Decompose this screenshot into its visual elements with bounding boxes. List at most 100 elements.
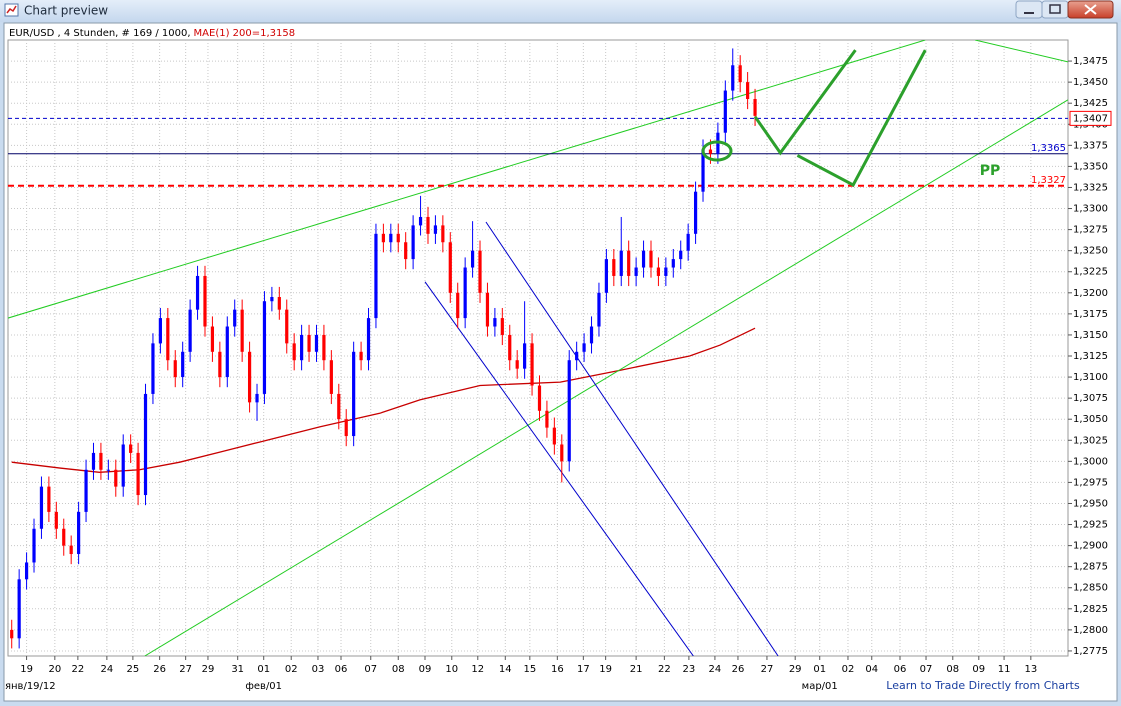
y-tick-label: 1,3225 xyxy=(1073,267,1108,278)
candle-body xyxy=(463,267,467,319)
candle-body xyxy=(277,297,281,310)
title-bar xyxy=(0,0,1121,22)
y-tick-label: 1,3100 xyxy=(1073,372,1108,383)
x-tick-label: 02 xyxy=(842,664,855,675)
candle-body xyxy=(195,275,200,310)
candle-body xyxy=(69,545,73,555)
x-tick-label: 16 xyxy=(551,664,564,675)
header-text: EUR/USD , 4 Stunden, # 169 / 1000, xyxy=(9,28,191,39)
app-icon-line xyxy=(6,5,17,14)
trend-line xyxy=(485,221,779,656)
candle-body xyxy=(344,419,348,437)
candle-body xyxy=(589,326,594,344)
candle-body xyxy=(582,343,586,352)
y-tick-label: 1,3475 xyxy=(1073,56,1108,67)
candle-body xyxy=(240,309,244,352)
maximize-icon xyxy=(1049,4,1061,14)
candle-body xyxy=(634,267,638,276)
x-tick-label: 17 xyxy=(577,664,590,675)
y-tick-label: 1,3025 xyxy=(1073,435,1108,446)
candle-body xyxy=(188,309,192,352)
candle-body xyxy=(114,469,118,487)
candle-body xyxy=(575,351,579,361)
x-period-label: фев/01 xyxy=(245,681,282,692)
candle-body xyxy=(567,360,571,462)
candle-body xyxy=(731,65,735,91)
x-tick-label: 23 xyxy=(683,664,696,675)
forecast-path xyxy=(796,49,927,187)
x-tick-label: 01 xyxy=(813,664,826,675)
x-tick-label: 07 xyxy=(364,664,377,675)
x-tick-label: 09 xyxy=(972,664,985,675)
y-tick-label: 1,3425 xyxy=(1073,98,1108,109)
x-tick-label: 26 xyxy=(732,664,745,675)
y-tick-label: 1,3350 xyxy=(1073,161,1108,172)
candle-body xyxy=(679,250,683,260)
trend-line xyxy=(8,40,926,319)
indicator-label: MAE(1) 200=1,3158 xyxy=(194,28,296,39)
x-tick-label: 09 xyxy=(419,664,432,675)
candle-body xyxy=(32,528,36,563)
x-tick-label: 12 xyxy=(471,664,484,675)
y-tick-label: 1,3050 xyxy=(1073,414,1108,425)
candle-body xyxy=(701,149,705,192)
candle-body xyxy=(612,259,616,276)
y-tick-label: 1,3175 xyxy=(1073,309,1108,320)
candle-body xyxy=(381,233,385,243)
y-tick-label: 1,3000 xyxy=(1073,456,1108,467)
candle-body xyxy=(47,486,51,512)
x-tick-label: 03 xyxy=(312,664,325,675)
x-tick-label: 10 xyxy=(445,664,458,675)
candle-body xyxy=(233,309,237,327)
moving-average xyxy=(11,327,756,473)
x-tick-label: 02 xyxy=(285,664,298,675)
candle-body xyxy=(129,444,133,453)
candle-body xyxy=(396,233,400,243)
x-tick-label: 27 xyxy=(179,664,192,675)
candle-body xyxy=(389,233,393,243)
x-tick-label: 29 xyxy=(202,664,215,675)
candle-body xyxy=(121,444,125,487)
candle-body xyxy=(426,216,430,234)
candle-body xyxy=(641,250,646,268)
candle-body xyxy=(54,511,58,529)
x-tick-label: 19 xyxy=(599,664,612,675)
x-tick-label: 01 xyxy=(257,664,270,675)
y-tick-label: 1,3325 xyxy=(1073,182,1108,193)
y-tick-label: 1,3150 xyxy=(1073,330,1108,341)
candle-body xyxy=(91,452,96,470)
candle-body xyxy=(359,351,363,361)
candle-body xyxy=(493,318,497,327)
candle-body xyxy=(322,334,326,361)
learn-link[interactable]: Learn to Trade Directly from Charts xyxy=(886,679,1080,692)
x-tick-label: 31 xyxy=(231,664,244,675)
candle-body xyxy=(448,242,452,293)
x-tick-label: 04 xyxy=(865,664,878,675)
candle-body xyxy=(352,351,356,437)
candle-body xyxy=(300,334,304,361)
candle-body xyxy=(181,351,185,378)
candle-body xyxy=(17,579,21,639)
candle-body xyxy=(671,259,675,268)
trend-line xyxy=(144,99,1068,656)
candle-body xyxy=(746,82,750,99)
x-tick-label: 08 xyxy=(946,664,959,675)
plot-area xyxy=(7,39,1069,657)
candle-body xyxy=(597,292,601,327)
candle-body xyxy=(307,334,311,352)
candle-body xyxy=(723,90,727,133)
candle-body xyxy=(151,343,155,394)
candle-body xyxy=(649,250,653,268)
candle-body xyxy=(99,452,103,470)
candle-body xyxy=(10,629,14,639)
candle-body xyxy=(314,334,319,352)
x-tick-label: 25 xyxy=(127,664,140,675)
marks xyxy=(8,40,1068,656)
candle-body xyxy=(552,427,556,445)
y-tick-label: 1,3300 xyxy=(1073,204,1108,215)
candle-body xyxy=(203,275,207,327)
maximize-button[interactable] xyxy=(1041,0,1069,19)
minimize-button[interactable] xyxy=(1015,0,1043,19)
